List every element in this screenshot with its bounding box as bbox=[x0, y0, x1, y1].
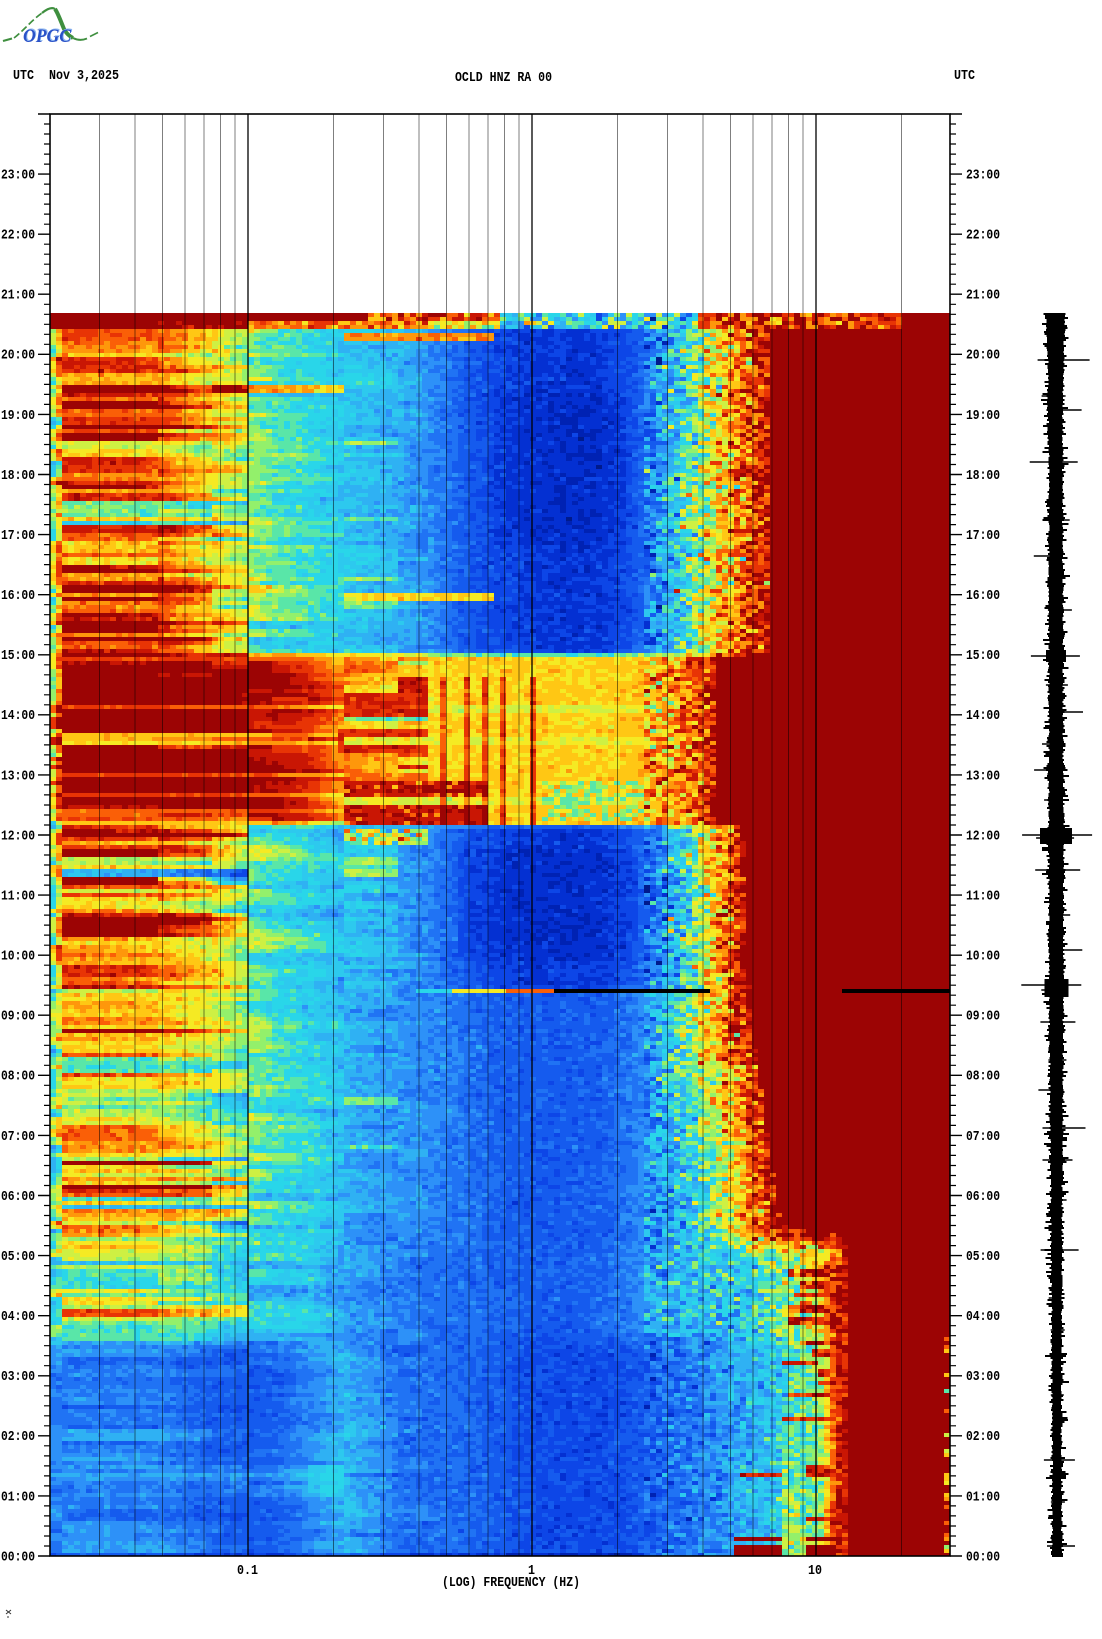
svg-text:19:00: 19:00 bbox=[1, 408, 35, 424]
svg-text:03:00: 03:00 bbox=[966, 1369, 1000, 1385]
svg-text:14:00: 14:00 bbox=[1, 708, 35, 724]
svg-text:08:00: 08:00 bbox=[966, 1069, 1000, 1085]
svg-text:0.1: 0.1 bbox=[237, 1563, 258, 1579]
svg-text:18:00: 18:00 bbox=[966, 468, 1000, 484]
svg-text:OPGC: OPGC bbox=[24, 25, 72, 46]
svg-text:UTC: UTC bbox=[13, 68, 34, 84]
svg-text:21:00: 21:00 bbox=[1, 288, 35, 304]
svg-text:22:00: 22:00 bbox=[1, 228, 35, 244]
svg-text:10:00: 10:00 bbox=[966, 949, 1000, 965]
svg-text:19:00: 19:00 bbox=[966, 408, 1000, 424]
svg-text:17:00: 17:00 bbox=[1, 528, 35, 544]
svg-text:16:00: 16:00 bbox=[1, 588, 35, 604]
svg-text:22:00: 22:00 bbox=[966, 228, 1000, 244]
svg-text:11:00: 11:00 bbox=[966, 889, 1000, 905]
svg-text:00:00: 00:00 bbox=[1, 1549, 35, 1565]
svg-text:04:00: 04:00 bbox=[1, 1309, 35, 1325]
svg-text:20:00: 20:00 bbox=[1, 348, 35, 364]
svg-text:01:00: 01:00 bbox=[1, 1489, 35, 1505]
svg-text:10:00: 10:00 bbox=[1, 949, 35, 965]
svg-text:09:00: 09:00 bbox=[966, 1009, 1000, 1025]
svg-text:13:00: 13:00 bbox=[966, 768, 1000, 784]
svg-text:12:00: 12:00 bbox=[966, 828, 1000, 844]
svg-text:08:00: 08:00 bbox=[1, 1069, 35, 1085]
svg-text:(LOG) FREQUENCY (HZ): (LOG) FREQUENCY (HZ) bbox=[442, 1575, 580, 1591]
svg-text:09:00: 09:00 bbox=[1, 1009, 35, 1025]
svg-text:10: 10 bbox=[808, 1563, 822, 1579]
svg-text:11:00: 11:00 bbox=[1, 889, 35, 905]
svg-text:21:00: 21:00 bbox=[966, 288, 1000, 304]
svg-text:20:00: 20:00 bbox=[966, 348, 1000, 364]
svg-text:14:00: 14:00 bbox=[966, 708, 1000, 724]
svg-text:07:00: 07:00 bbox=[1, 1129, 35, 1145]
svg-text:1: 1 bbox=[528, 1563, 535, 1579]
svg-text:12:00: 12:00 bbox=[1, 828, 35, 844]
svg-text:23:00: 23:00 bbox=[1, 168, 35, 184]
svg-text:02:00: 02:00 bbox=[1, 1429, 35, 1445]
svg-text:17:00: 17:00 bbox=[966, 528, 1000, 544]
svg-text:OCLD HNZ RA 00: OCLD HNZ RA 00 bbox=[455, 70, 552, 86]
svg-text:07:00: 07:00 bbox=[966, 1129, 1000, 1145]
svg-text:05:00: 05:00 bbox=[1, 1249, 35, 1265]
svg-text:02:00: 02:00 bbox=[966, 1429, 1000, 1445]
svg-text:00:00: 00:00 bbox=[966, 1549, 1000, 1565]
svg-text:03:00: 03:00 bbox=[1, 1369, 35, 1385]
svg-text:15:00: 15:00 bbox=[966, 648, 1000, 664]
svg-text:23:00: 23:00 bbox=[966, 168, 1000, 184]
svg-text:OPGC: OPGC bbox=[23, 26, 71, 47]
svg-text:15:00: 15:00 bbox=[1, 648, 35, 664]
svg-text:06:00: 06:00 bbox=[966, 1189, 1000, 1205]
svg-text:04:00: 04:00 bbox=[966, 1309, 1000, 1325]
svg-text:Nov 3,2025: Nov 3,2025 bbox=[49, 68, 119, 84]
svg-text:13:00: 13:00 bbox=[1, 768, 35, 784]
svg-text:06:00: 06:00 bbox=[1, 1189, 35, 1205]
svg-text:18:00: 18:00 bbox=[1, 468, 35, 484]
svg-text:UTC: UTC bbox=[954, 68, 975, 84]
svg-text:01:00: 01:00 bbox=[966, 1489, 1000, 1505]
svg-text:16:00: 16:00 bbox=[966, 588, 1000, 604]
svg-text:05:00: 05:00 bbox=[966, 1249, 1000, 1265]
